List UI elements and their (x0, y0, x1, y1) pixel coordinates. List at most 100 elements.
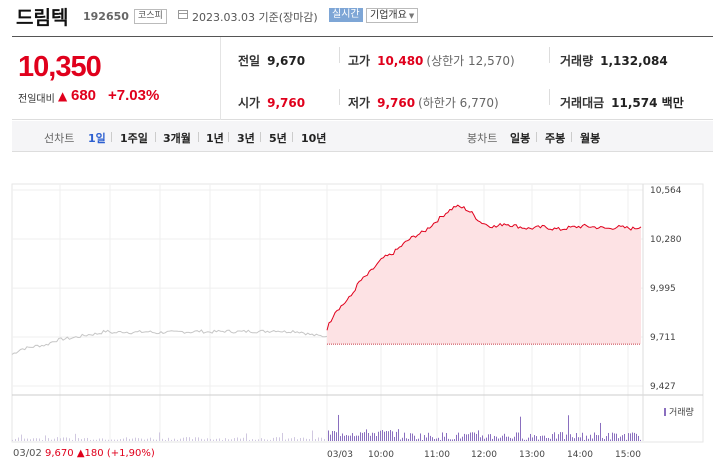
volume-bar (640, 439, 641, 441)
volume-bar (358, 435, 359, 441)
volume-bar (135, 437, 136, 441)
volume-bar (594, 432, 595, 441)
volume-bar (54, 438, 55, 441)
volume-cell: 거래량 1,132,084 (560, 52, 668, 69)
tab-3month[interactable]: 3개월 (163, 132, 191, 145)
volume-bar (618, 438, 619, 441)
stock-name: 드림텍 (16, 7, 69, 29)
divider (198, 132, 199, 142)
volume-bar (318, 437, 319, 441)
volume-bar (622, 435, 623, 441)
tab-1day[interactable]: 1일 (88, 132, 106, 145)
volume-bar (344, 435, 345, 441)
volume-bar (147, 438, 148, 441)
volume-bar (476, 433, 477, 441)
tab-3year[interactable]: 3년 (237, 132, 255, 145)
volume-bar (488, 434, 489, 441)
volume-bar (548, 437, 549, 441)
volume-bar (192, 439, 193, 441)
y-tick-label: 9,427 (650, 382, 676, 392)
low-label: 저가 (348, 96, 371, 110)
series-line-prev-day (11, 329, 328, 355)
volume-bar (312, 430, 313, 441)
chevron-down-icon: ▼ (408, 12, 415, 20)
volume-bar (60, 438, 61, 441)
volume-legend-icon (664, 408, 666, 416)
tab-1year[interactable]: 1년 (206, 132, 224, 145)
volume-bar (580, 437, 581, 441)
divider (339, 47, 340, 63)
volume-bar (538, 439, 539, 441)
volume-bar (270, 439, 271, 441)
realtime-button[interactable]: 실시간 (329, 8, 363, 22)
upper-limit: (상한가 12,570) (426, 54, 515, 68)
volume-bar (520, 416, 521, 441)
x-tick-label: 11:00 (424, 450, 450, 460)
volume-bar (412, 433, 413, 441)
volume-bar (428, 432, 429, 441)
tab-1week[interactable]: 1주일 (120, 132, 148, 145)
volume-bar (219, 438, 220, 441)
volume-bar (96, 439, 97, 441)
volume-bar (198, 437, 199, 441)
volume-bar (231, 439, 232, 441)
high-label: 고가 (348, 54, 371, 68)
market-badge: 코스피 (134, 9, 167, 24)
volume-bar (90, 439, 91, 441)
divider (536, 132, 537, 142)
volume-bar (418, 438, 419, 441)
volume-bar (42, 439, 43, 441)
volume-bar (18, 437, 19, 441)
x-tick-label: 10:00 (368, 450, 394, 460)
prev-day-summary: 03/02 9,670 ▲180 (+1,90%) (13, 448, 155, 459)
volume-bar (420, 433, 421, 441)
company-overview-button[interactable]: 기업개요 ▼ (366, 8, 419, 23)
volume-bar (69, 438, 70, 441)
volume-bar (456, 434, 457, 441)
y-axis: 10,564 10,280 9,995 9,711 9,427 (650, 186, 682, 392)
volume-bar (498, 438, 499, 441)
volume-bar (502, 435, 503, 441)
volume-bar (386, 430, 387, 441)
volume-bar (93, 439, 94, 441)
series-area-today (327, 205, 641, 345)
volume-bar (416, 439, 417, 441)
tab-daily-candle[interactable]: 일봉 (510, 132, 531, 145)
volume-bar (582, 432, 583, 441)
tab-monthly-candle[interactable]: 월봉 (580, 132, 601, 145)
volume-bar (376, 436, 377, 441)
volume-bar (81, 439, 82, 441)
date-text: 2023.03.03 기준(장마감) (192, 11, 318, 24)
volume-bar (117, 439, 118, 441)
volume-bar (45, 435, 46, 441)
tab-weekly-candle[interactable]: 주봉 (545, 132, 566, 145)
volume-bar (33, 438, 34, 441)
volume-bar (264, 439, 265, 441)
volume-bar (165, 439, 166, 441)
volume-bar (156, 439, 157, 441)
volume-bar (528, 437, 529, 441)
volume-bar (524, 439, 525, 441)
volume-bar (404, 432, 405, 441)
volume-bar (590, 434, 591, 441)
volume-bars (12, 414, 641, 441)
volume-bar (123, 438, 124, 441)
volume-bar (342, 433, 343, 441)
tab-10year[interactable]: 10년 (301, 132, 327, 145)
tab-5year[interactable]: 5년 (269, 132, 287, 145)
volume-bar (246, 433, 247, 441)
volume-bar (228, 439, 229, 441)
prev-close-value: 9,670 (267, 54, 306, 68)
volume-bar (129, 438, 130, 441)
divider (292, 132, 293, 142)
volume-bar (291, 438, 292, 441)
volume-bar (436, 438, 437, 441)
open-label: 시가 (238, 96, 261, 110)
volume-bar (279, 437, 280, 441)
volume-bar (204, 439, 205, 441)
volume-bar (222, 439, 223, 441)
volume-bar (216, 438, 217, 441)
divider (571, 132, 572, 142)
candle-chart-label: 봉차트 (467, 132, 498, 145)
volume-bar (572, 437, 573, 441)
